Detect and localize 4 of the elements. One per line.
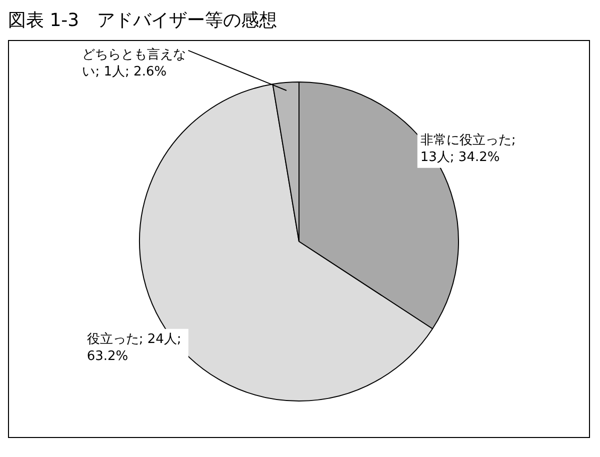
slice-label: どちらとも言えない; 1人; 2.6% — [82, 46, 186, 80]
slice-label: 役立った; 24人; 63.2% — [86, 330, 186, 364]
slice-label: 非常に役立った; 13人; 34.2% — [420, 132, 520, 165]
chart-title: 図表 1-3 アドバイザー等の感想 — [8, 9, 278, 32]
